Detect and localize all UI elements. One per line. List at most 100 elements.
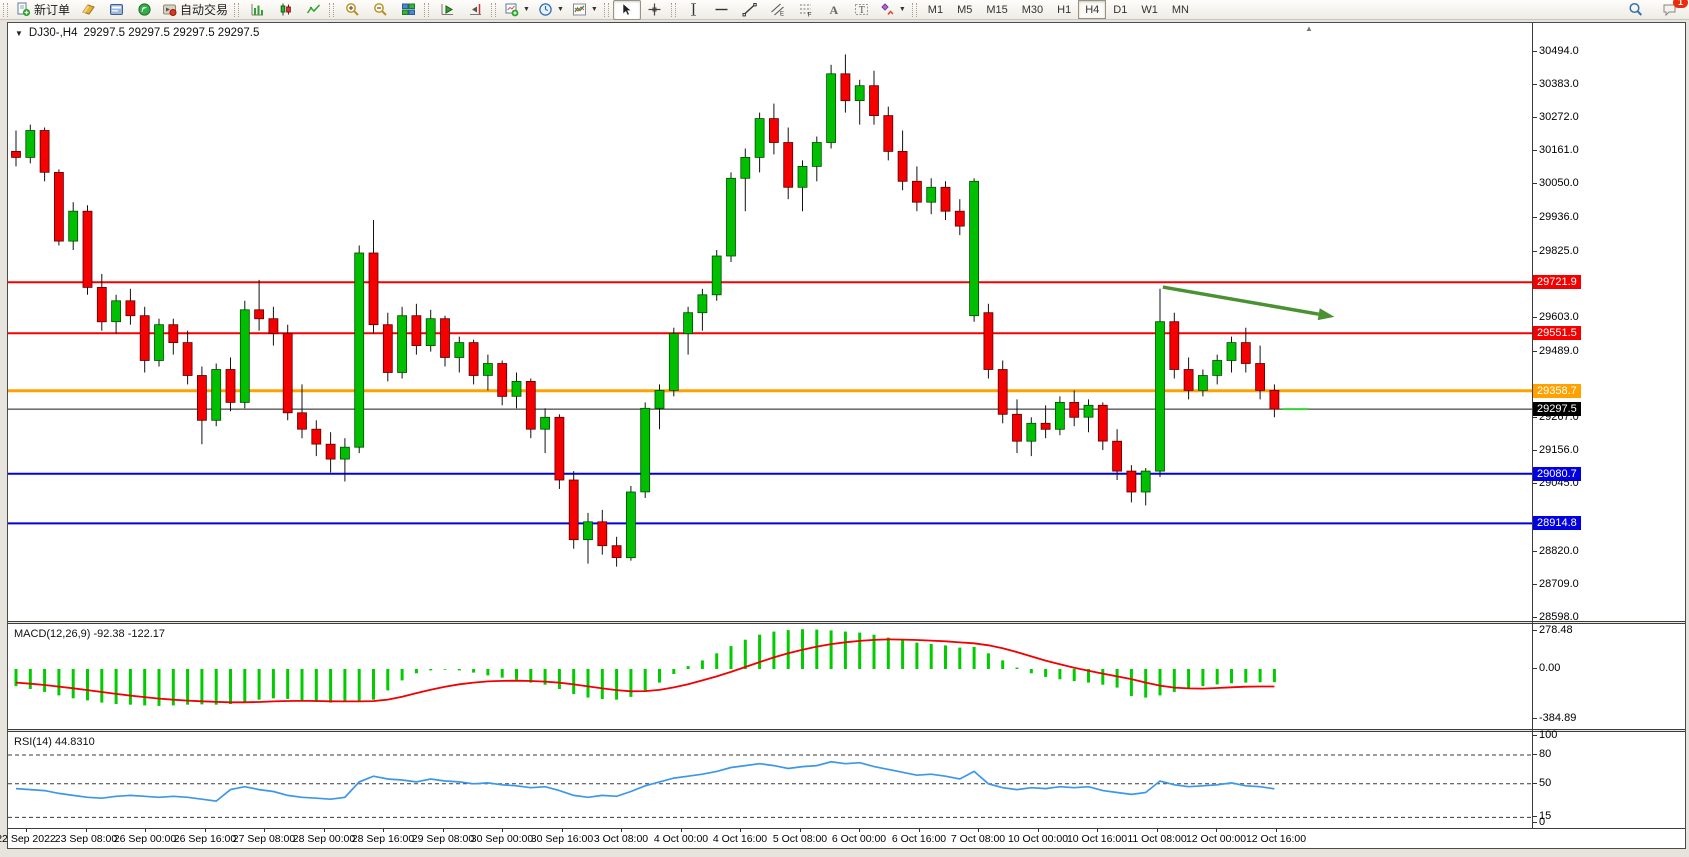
text-label-button[interactable]: T (848, 0, 876, 20)
candle-body-down (954, 210, 965, 227)
timeframe-m5-button[interactable]: M5 (957, 3, 973, 16)
trend-arrow-line[interactable] (1162, 285, 1319, 316)
candle-body-up (482, 363, 493, 376)
chart-candles-icon (280, 3, 291, 16)
fibonacci-button[interactable]: F (792, 0, 820, 20)
panel-resize-handle-macd[interactable] (8, 621, 1685, 624)
tile-windows-button[interactable] (394, 0, 422, 20)
candle-body-up (583, 521, 593, 541)
price-axis-tick: 29489.0 (1533, 345, 1579, 357)
toolbar-grip[interactable] (234, 2, 240, 17)
bar-chart-button[interactable] (243, 0, 271, 20)
equidistant-channel-button[interactable]: E (764, 0, 792, 20)
candle-body-down (1040, 422, 1051, 430)
candle-body-up (926, 186, 937, 203)
price-axis-tick: 29936.0 (1533, 211, 1579, 223)
new-order-button[interactable]: 新订单 (12, 0, 74, 20)
auto-scroll-button[interactable] (433, 0, 461, 20)
chart-shift-button[interactable] (461, 0, 489, 20)
text-button[interactable]: A (820, 0, 848, 20)
chart-line-icon (306, 4, 320, 14)
macd-panel-canvas[interactable] (8, 624, 1532, 729)
toolbar-grip[interactable] (603, 2, 609, 17)
line-chart-button[interactable] (299, 0, 327, 20)
timeframe-d1-button[interactable]: D1 (1113, 3, 1128, 16)
periods-button[interactable]: ▼ (534, 0, 568, 20)
textT-icon: T (855, 4, 869, 16)
timeframe-h4-button[interactable]: H4 (1078, 0, 1107, 19)
candle-body-up (640, 407, 651, 493)
toolbar-grip[interactable] (3, 2, 8, 17)
timeframe-m30-button[interactable]: M30 (1021, 3, 1044, 16)
macd-signal-line (15, 638, 1275, 704)
zoom-in-button[interactable] (338, 0, 366, 20)
candle-body-down (125, 300, 136, 317)
terminal-icon (109, 4, 123, 15)
toolbar-grip[interactable] (424, 2, 430, 17)
one-click-trading-toggle[interactable]: ▼ (15, 28, 23, 38)
candle-body-down (11, 150, 21, 158)
panel-resize-handle-rsi[interactable] (8, 729, 1685, 732)
time-axis-label: 3 Oct 08:00 (593, 833, 649, 845)
price-line-badge: 29297.5 (1533, 402, 1581, 416)
templates-button[interactable]: ▼ (568, 0, 602, 20)
time-axis-tick (145, 829, 146, 832)
vertical-line-button[interactable] (680, 0, 708, 20)
new-chart-button[interactable]: ▼ (500, 0, 534, 20)
price-line-badge: 29080.7 (1533, 467, 1581, 481)
time-axis-label: 27 Sep 08:00 (232, 833, 296, 845)
candle-body-up (511, 380, 522, 397)
trendline-button[interactable] (736, 0, 764, 20)
main-chart-canvas[interactable] (8, 23, 1532, 621)
chart-bars-icon (251, 4, 263, 16)
zoom-out-button[interactable] (366, 0, 394, 20)
candlestick-chart-button[interactable] (271, 0, 299, 20)
signals-button[interactable] (130, 0, 158, 20)
rsi-axis-tick: 100 (1532, 729, 1558, 741)
candle-body-down (182, 342, 193, 376)
toolbar-grip[interactable] (329, 2, 335, 17)
candle-body-up (354, 252, 365, 448)
candle-body-down (497, 363, 508, 397)
candle-body-down (440, 318, 450, 358)
timeframe-w1-button[interactable]: W1 (1141, 3, 1158, 16)
clock-icon (539, 3, 552, 16)
time-axis-label: 10 Oct 16:00 (1066, 833, 1128, 845)
price-axis-tick: 30272.0 (1533, 111, 1579, 123)
time-axis-tick (26, 829, 27, 832)
time-axis-label: 5 Oct 08:00 (772, 833, 828, 845)
crosshair-button[interactable] (641, 0, 669, 20)
candle-body-up (797, 165, 808, 188)
candle-body-up (425, 318, 436, 347)
candle-body-up (1026, 422, 1037, 442)
chart-title: ▼ DJ30-,H4 29297.5 29297.5 29297.5 29297… (15, 27, 259, 39)
time-axis-tick (86, 829, 87, 832)
timeframe-mn-button[interactable]: MN (1171, 3, 1189, 16)
search-button[interactable] (1621, 0, 1649, 20)
macd-axis-tick: 0.00 (1532, 662, 1561, 674)
price-line-badge: 29551.5 (1533, 326, 1581, 340)
chat-button[interactable]: 1 (1655, 0, 1688, 20)
candle-body-up (668, 333, 679, 391)
chart-shift-marker-icon[interactable]: ▲ (1305, 24, 1313, 33)
macd-chart (14, 629, 1276, 706)
toolbar-grip[interactable] (491, 2, 497, 17)
toolbar-grip[interactable] (911, 2, 917, 17)
quotes-button[interactable] (74, 0, 102, 20)
timeframe-h1-button[interactable]: H1 (1057, 3, 1072, 16)
timeframe-m1-button[interactable]: M1 (927, 3, 944, 16)
rsi-panel-canvas[interactable] (8, 732, 1532, 828)
toolbar-grip[interactable] (670, 2, 676, 17)
candle-body-up (397, 315, 408, 373)
candle-body-down (840, 73, 851, 102)
arrows-button[interactable]: ▼ (876, 0, 910, 20)
time-axis[interactable]: 22 Sep 2022 23 Sep 08:00 26 Sep 00:00 26 Se… (0, 828, 1685, 848)
autotrading-button[interactable]: 自动交易 (158, 0, 232, 20)
horizontal-line-button[interactable] (708, 0, 736, 20)
cursor-button[interactable] (612, 0, 641, 20)
candle-body-up (111, 300, 121, 323)
time-axis-label: 23 Sep 08:00 (54, 833, 118, 845)
terminal-button[interactable] (102, 0, 130, 20)
timeframe-m15-button[interactable]: M15 (986, 3, 1008, 16)
time-axis-label: 6 Oct 00:00 (831, 833, 887, 845)
